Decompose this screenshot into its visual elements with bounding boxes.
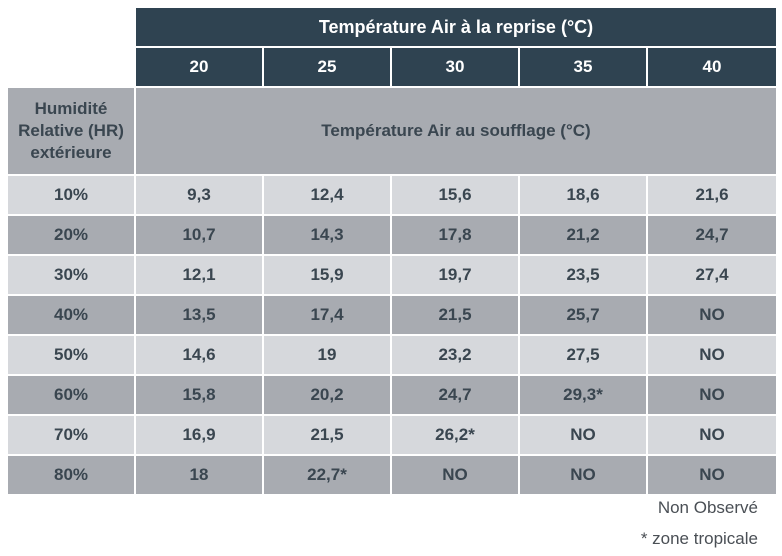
table-cell: 12,1 [136, 256, 262, 294]
column-header-20: 20 [136, 48, 262, 86]
table-cell: 22,7* [264, 456, 390, 494]
row-label-hr: 10% [8, 176, 134, 214]
table-cell: NO [648, 336, 776, 374]
footnote-star: * zone tropicale [640, 529, 758, 548]
table-cell: 9,3 [136, 176, 262, 214]
row-label-hr: 80% [8, 456, 134, 494]
table-cell: 21,2 [520, 216, 646, 254]
table-cell: 23,5 [520, 256, 646, 294]
column-header-40: 40 [648, 48, 776, 86]
soufflage-title: Température Air au soufflage (°C) [136, 88, 776, 174]
table-cell: 14,3 [264, 216, 390, 254]
table-cell: 21,5 [392, 296, 518, 334]
table-cell: 12,4 [264, 176, 390, 214]
table-cell: 24,7 [648, 216, 776, 254]
table-cell: NO [392, 456, 518, 494]
table-cell: 20,2 [264, 376, 390, 414]
row-label-hr: 40% [8, 296, 134, 334]
table-cell: 29,3* [520, 376, 646, 414]
table-cell: 15,6 [392, 176, 518, 214]
row-header-line-1: Humidité [34, 99, 108, 118]
table-cell: NO [648, 296, 776, 334]
row-label-hr: 30% [8, 256, 134, 294]
table-cell: NO [648, 376, 776, 414]
table-cell: 27,5 [520, 336, 646, 374]
table-cell: 15,8 [136, 376, 262, 414]
table-cell: 15,9 [264, 256, 390, 294]
table-cell: 26,2* [392, 416, 518, 454]
footnote-no: Non Observé [657, 498, 758, 517]
table-cell: 17,4 [264, 296, 390, 334]
table-cell: 17,8 [392, 216, 518, 254]
table-cell: 24,7 [392, 376, 518, 414]
table-cell: NO [648, 456, 776, 494]
table-cell: NO [520, 456, 646, 494]
table-cell: 18 [136, 456, 262, 494]
table-cell: 19 [264, 336, 390, 374]
column-header-25: 25 [264, 48, 390, 86]
table-cell: NO [648, 416, 776, 454]
reprise-title: Température Air à la reprise (°C) [136, 8, 776, 46]
row-label-hr: 50% [8, 336, 134, 374]
table-cell: 19,7 [392, 256, 518, 294]
row-header-line-3: extérieure [30, 143, 112, 162]
row-label-hr: 20% [8, 216, 134, 254]
row-header-hr: Humidité Relative (HR) extérieure [8, 88, 134, 174]
table-cell: 13,5 [136, 296, 262, 334]
table-cell: 14,6 [136, 336, 262, 374]
table-cell: 21,5 [264, 416, 390, 454]
table-cell: NO [520, 416, 646, 454]
column-header-30: 30 [392, 48, 518, 86]
table-cell: 27,4 [648, 256, 776, 294]
row-label-hr: 60% [8, 376, 134, 414]
row-label-hr: 70% [8, 416, 134, 454]
table-cell: 23,2 [392, 336, 518, 374]
table-cell: 10,7 [136, 216, 262, 254]
table-cell: 21,6 [648, 176, 776, 214]
table-cell: 25,7 [520, 296, 646, 334]
column-header-35: 35 [520, 48, 646, 86]
row-header-line-2: Relative (HR) [18, 121, 124, 140]
table-cell: 18,6 [520, 176, 646, 214]
table-cell: 16,9 [136, 416, 262, 454]
